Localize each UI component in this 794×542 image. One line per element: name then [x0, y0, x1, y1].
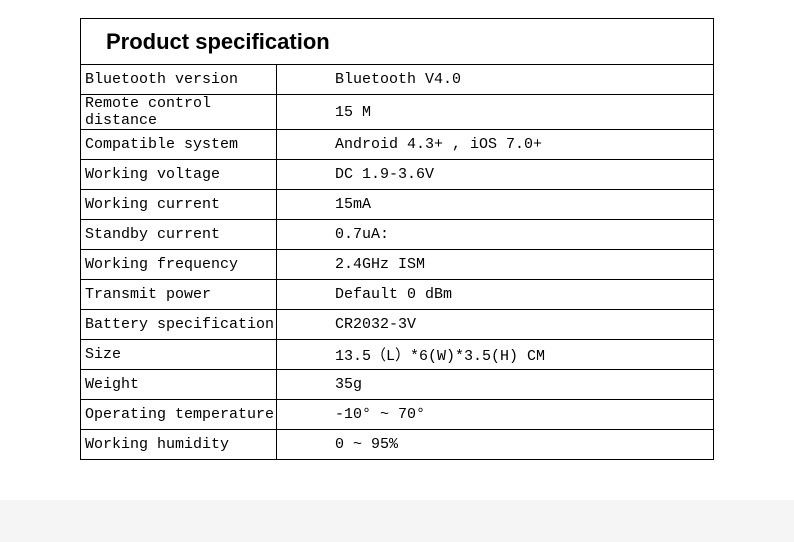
spec-table-body: Product specification Bluetooth versionB…: [81, 19, 714, 460]
table-row: Working voltageDC 1.9-3.6V: [81, 160, 714, 190]
spec-label: Transmit power: [81, 280, 277, 310]
spec-label: Bluetooth version: [81, 65, 277, 95]
spec-header-row: Product specification: [81, 19, 714, 65]
spec-label: Working voltage: [81, 160, 277, 190]
table-row: Weight35g: [81, 370, 714, 400]
spec-table: Product specification Bluetooth versionB…: [80, 18, 714, 460]
table-row: Remote control distance15 M: [81, 95, 714, 130]
spec-value: Bluetooth V4.0: [277, 65, 714, 95]
spec-label: Remote control distance: [81, 95, 277, 130]
table-row: Compatible systemAndroid 4.3+ , iOS 7.0+: [81, 130, 714, 160]
spec-value: 0.7uA:: [277, 220, 714, 250]
spec-value: Android 4.3+ , iOS 7.0+: [277, 130, 714, 160]
spec-value: DC 1.9-3.6V: [277, 160, 714, 190]
table-row: Size13.5（L）*6(W)*3.5(H) CM: [81, 340, 714, 370]
table-row: Operating temperature-10° ~ 70°: [81, 400, 714, 430]
spec-value: 13.5（L）*6(W)*3.5(H) CM: [277, 340, 714, 370]
spec-value: Default 0 dBm: [277, 280, 714, 310]
spec-value: CR2032-3V: [277, 310, 714, 340]
spec-value: 35g: [277, 370, 714, 400]
spec-value: 0 ~ 95%: [277, 430, 714, 460]
spec-label: Battery specification: [81, 310, 277, 340]
table-row: Working current15mA: [81, 190, 714, 220]
spec-label: Working frequency: [81, 250, 277, 280]
spec-label: Standby current: [81, 220, 277, 250]
table-row: Battery specificationCR2032-3V: [81, 310, 714, 340]
spec-title: Product specification: [81, 19, 714, 65]
spec-value: -10° ~ 70°: [277, 400, 714, 430]
spec-label: Operating temperature: [81, 400, 277, 430]
spec-value: 15 M: [277, 95, 714, 130]
spec-label: Working current: [81, 190, 277, 220]
table-row: Working humidity0 ~ 95%: [81, 430, 714, 460]
spec-label: Size: [81, 340, 277, 370]
spec-label: Weight: [81, 370, 277, 400]
table-row: Standby current0.7uA:: [81, 220, 714, 250]
spec-label: Working humidity: [81, 430, 277, 460]
table-row: Transmit powerDefault 0 dBm: [81, 280, 714, 310]
table-row: Bluetooth versionBluetooth V4.0: [81, 65, 714, 95]
table-row: Working frequency2.4GHz ISM: [81, 250, 714, 280]
spec-label: Compatible system: [81, 130, 277, 160]
spec-value: 2.4GHz ISM: [277, 250, 714, 280]
spec-page: Product specification Bluetooth versionB…: [0, 0, 794, 500]
spec-value: 15mA: [277, 190, 714, 220]
